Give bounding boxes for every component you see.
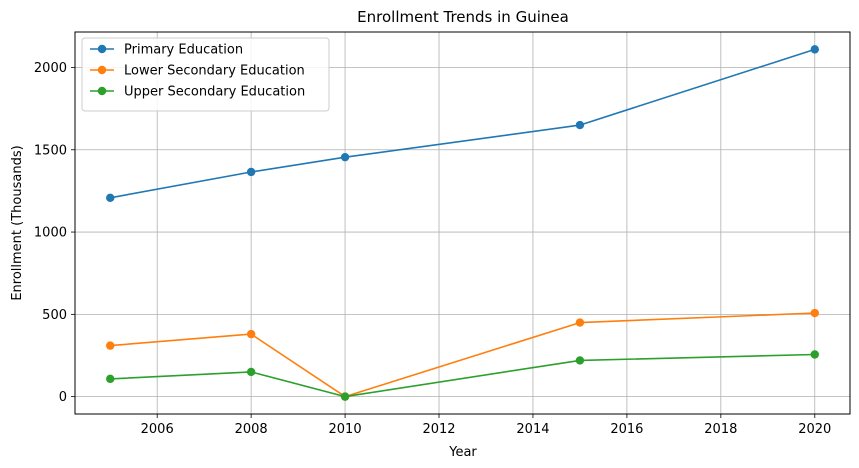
y-tick-label: 1000 [34,226,67,241]
plot-frame [74,31,851,415]
legend-label: Primary Education [124,43,243,58]
data-point [340,392,350,401]
legend-box [81,37,330,112]
series-3 [106,350,819,401]
grid-lines [75,32,850,414]
legend-marker [97,44,107,54]
y-tick-label: 500 [42,308,67,323]
x-tick-label: 2006 [141,422,174,437]
x-tick-label: 2010 [329,422,362,437]
chart-title: Enrollment Trends in Guinea [357,8,569,26]
data-point [575,120,585,130]
data-point [575,318,585,327]
data-point [340,152,350,162]
y-tick-label: 2000 [34,61,67,76]
x-tick-label: 2014 [516,422,549,437]
legend-item: Upper Secondary Education [90,85,305,100]
data-point [246,167,256,177]
legend: Primary Education Lower Secondary Educati… [81,37,330,112]
y-tick-label: 1500 [34,143,67,158]
data-point [810,45,819,54]
data-point [106,341,115,350]
legend-item: Primary Education [90,43,243,58]
x-tick-label: 2008 [235,422,268,437]
legend-label: Upper Secondary Education [124,85,305,100]
y-axis: 0 500 1000 1500 2000 [34,61,75,405]
data-point [810,308,819,318]
data-point [106,193,115,203]
x-tick-label: 2018 [704,422,737,437]
data-point [246,329,256,339]
legend-marker [97,65,107,75]
legend-item: Lower Secondary Education [90,64,305,79]
x-tick-label: 2016 [610,422,643,437]
data-point [810,350,819,359]
y-tick-label: 0 [59,390,67,405]
data-point [575,356,585,365]
data-point [246,367,256,377]
x-axis-label: Year [448,445,477,460]
x-tick-label: 2012 [422,422,455,437]
legend-marker [97,86,107,96]
series-1 [106,45,819,203]
x-tick-label: 2020 [798,422,831,437]
legend-label: Lower Secondary Education [124,64,305,79]
series-layer [106,45,819,401]
y-axis-label: Enrollment (Thousands) [10,145,25,300]
x-axis: 2006 2008 2010 2012 2014 2016 2018 2020 [141,414,831,437]
data-point [106,374,115,384]
